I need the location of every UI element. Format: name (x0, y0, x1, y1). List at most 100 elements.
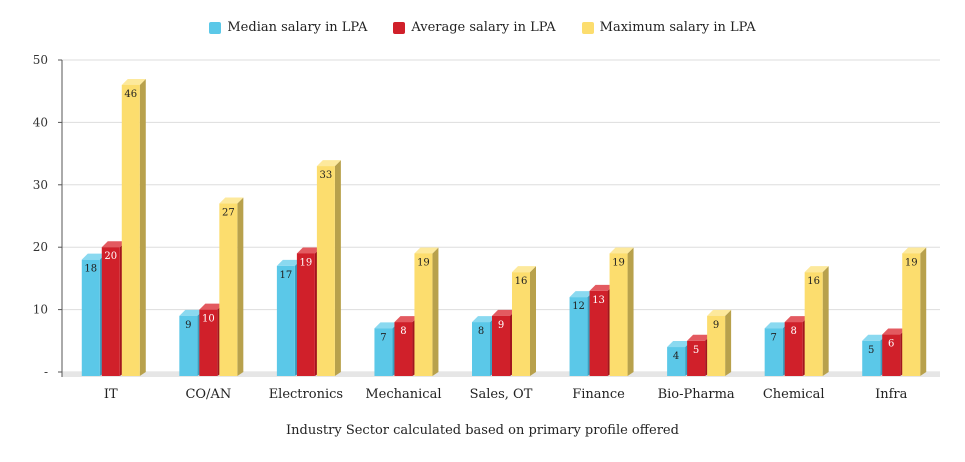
bar-top (882, 328, 907, 335)
bar (764, 328, 783, 376)
bar-side (237, 197, 244, 376)
y-tick-label: 30 (33, 178, 48, 192)
x-tick-label: Mechanical (365, 387, 441, 402)
data-label: 9 (498, 320, 504, 331)
x-tick-label: Sales, OT (470, 387, 533, 402)
bar-top (374, 322, 399, 329)
data-label: 19 (417, 257, 430, 268)
data-label: 33 (320, 170, 333, 181)
data-label: 19 (905, 257, 918, 268)
bar-side (822, 266, 829, 376)
bar-top (81, 253, 106, 260)
x-axis-title: Industry Sector calculated based on prim… (286, 423, 679, 438)
bar-side (139, 78, 146, 377)
bar-top (219, 197, 244, 204)
bar (199, 309, 218, 376)
legend-item-average[interactable]: Average salary in LPA (393, 20, 556, 35)
bar-top (276, 259, 301, 266)
bar (121, 84, 140, 377)
bar (569, 297, 588, 376)
x-tick-label: Chemical (763, 387, 825, 402)
bar (804, 272, 823, 376)
legend-item-maximum[interactable]: Maximum salary in LPA (581, 20, 756, 35)
bar (276, 265, 295, 376)
bar (687, 340, 706, 376)
bar-top (707, 309, 732, 316)
bar (707, 315, 726, 376)
bar-top (316, 160, 341, 167)
bar (492, 315, 510, 376)
bar-top (764, 322, 789, 329)
legend-label-maximum: Maximum salary in LPA (599, 20, 756, 35)
data-label: 10 (202, 314, 215, 325)
data-label: 6 (888, 339, 894, 350)
bar-top (512, 266, 536, 273)
x-tick-label: Finance (572, 387, 625, 402)
bar (589, 290, 608, 376)
bar (374, 328, 393, 376)
bar-top (394, 316, 419, 323)
chart-legend: Median salary in LPA Average salary in L… (0, 20, 965, 35)
x-tick-label: Infra (875, 387, 908, 402)
data-label: 18 (84, 264, 97, 275)
data-label: 19 (300, 257, 313, 268)
bar-top (101, 241, 126, 248)
bar (219, 203, 238, 376)
bar-top (804, 266, 829, 273)
y-tick-label: - (44, 365, 48, 379)
data-label: 27 (222, 208, 235, 219)
bar-top (492, 309, 516, 316)
bar-side (530, 266, 536, 376)
bar-top (862, 334, 887, 341)
bar (414, 253, 433, 376)
data-label: 7 (380, 332, 386, 343)
bar-top (589, 284, 614, 291)
data-label: 7 (770, 332, 776, 343)
bar (882, 334, 901, 376)
data-label: 8 (478, 326, 484, 337)
legend-swatch-median (209, 21, 222, 34)
bar-top (121, 78, 146, 85)
bar (179, 315, 198, 376)
bar (512, 272, 530, 376)
bar-top (569, 291, 594, 298)
legend-swatch-maximum (581, 21, 594, 34)
data-label: 9 (713, 320, 719, 331)
bar (902, 253, 921, 376)
data-label: 17 (280, 270, 293, 281)
y-tick-label: 50 (33, 53, 48, 67)
bar-top (414, 247, 439, 254)
legend-item-median[interactable]: Median salary in LPA (209, 20, 367, 35)
bar (472, 322, 490, 376)
x-tick-label: IT (104, 387, 118, 402)
data-label: 19 (612, 257, 625, 268)
bar-top (472, 316, 496, 323)
data-label: 8 (400, 326, 406, 337)
y-tick-label: 20 (33, 240, 48, 254)
data-label: 16 (807, 276, 820, 287)
y-tick-label: 40 (33, 115, 48, 129)
bar (667, 347, 686, 376)
x-tick-label: Electronics (269, 387, 343, 402)
bar-side (334, 160, 341, 376)
legend-label-average: Average salary in LPA (411, 20, 556, 35)
bar-top (687, 334, 712, 341)
data-label: 20 (104, 251, 117, 262)
legend-label-median: Median salary in LPA (227, 20, 368, 35)
bar (784, 322, 803, 376)
bar-top (784, 316, 809, 323)
x-tick-label: CO/AN (185, 387, 231, 402)
bar-top (667, 341, 692, 348)
data-label: 9 (185, 320, 191, 331)
bar-top (179, 309, 204, 316)
bar (316, 166, 335, 376)
data-label: 13 (592, 295, 605, 306)
bar-top (902, 247, 927, 254)
bar-side (432, 247, 439, 376)
bar-top (609, 247, 634, 254)
data-label: 16 (515, 276, 528, 287)
x-tick-label: Bio-Pharma (658, 387, 735, 402)
bar (609, 253, 628, 376)
data-label: 5 (868, 345, 874, 356)
